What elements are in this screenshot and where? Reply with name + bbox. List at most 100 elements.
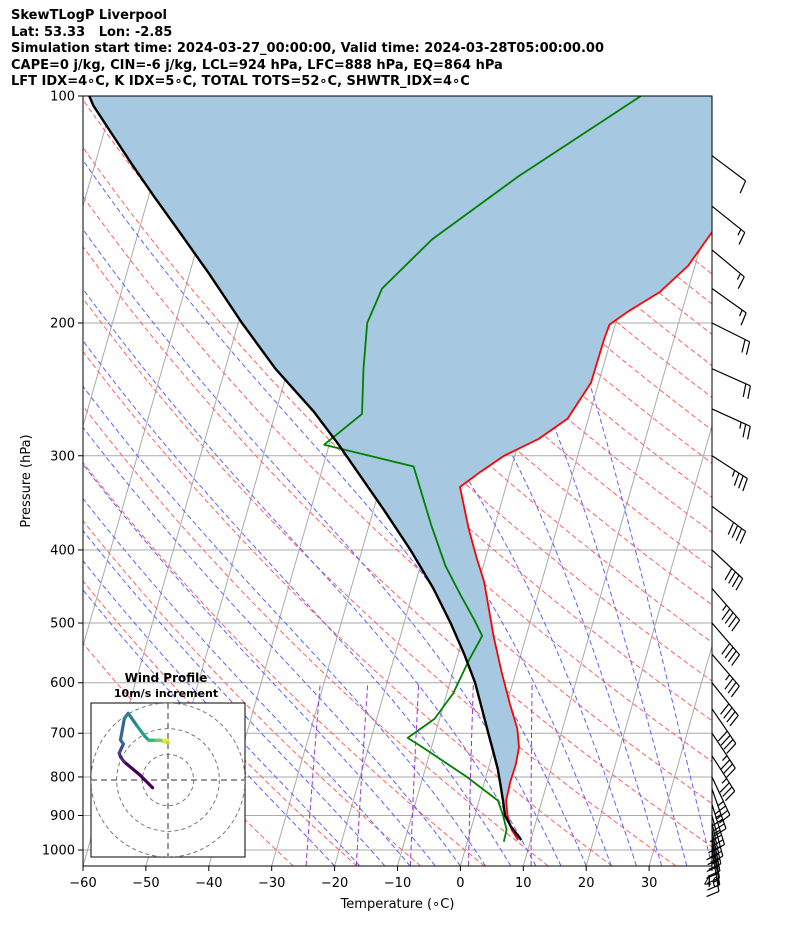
title-line-times: Simulation start time: 2024-03-27_00:00:…: [11, 41, 604, 56]
wind-barb-staff: [711, 249, 745, 278]
wind-barb-staff: [711, 815, 724, 857]
wind-barb-staff: [711, 708, 737, 744]
wind-barb-full: [718, 814, 731, 824]
wind-barb-staff: [711, 682, 739, 716]
wind-barb-full: [709, 850, 722, 859]
wind-barb: [711, 653, 740, 698]
moist-adiabat-line: [467, 96, 712, 866]
dry-adiabat-line: [83, 297, 677, 866]
moist-adiabat-line: [83, 228, 562, 866]
wind-barb-staff: [711, 322, 750, 343]
hodograph-segment: [118, 716, 126, 742]
dry-adiabat-line: [83, 146, 712, 763]
dry-adiabat-line: [83, 245, 712, 848]
y-tick-label: 400: [50, 543, 75, 558]
hodograph-segment: [122, 760, 142, 777]
wind-barb: [711, 622, 740, 666]
wind-barb-full: [708, 863, 722, 870]
wind-barb-full: [706, 853, 719, 861]
wind-barb-full: [720, 734, 731, 746]
wind-barb: [711, 249, 745, 289]
moist-adiabat-line: [83, 589, 335, 866]
y-tick-label: 300: [50, 449, 75, 464]
dry-adiabat-line: [83, 405, 549, 866]
wind-barb-staff: [711, 455, 748, 479]
wind-barb: [711, 368, 751, 400]
wind-barb-full: [711, 818, 723, 827]
hodograph-segment: [138, 773, 155, 790]
wind-barb-staff: [711, 776, 731, 816]
wind-barb-full: [735, 578, 744, 591]
wind-barb-full: [723, 707, 733, 719]
y-tick-label: 1000: [42, 844, 75, 859]
wind-barb: [711, 549, 744, 591]
wind-barb-full: [725, 767, 736, 779]
wind-barb-full: [707, 870, 721, 877]
wind-barb: [711, 588, 741, 632]
wind-barb-full: [720, 759, 731, 770]
wind-barb-full: [719, 782, 730, 793]
wind-barb-staff: [711, 732, 736, 769]
dry-adiabat-line: [210, 96, 712, 569]
title-line-location: SkewTLogP Liverpool: [11, 8, 167, 23]
y-tick-label: 100: [50, 90, 75, 105]
wind-barb: [709, 804, 726, 852]
wind-barb-full: [746, 426, 751, 440]
wind-barb-half: [736, 273, 741, 280]
mixing-ratio-line: [305, 682, 321, 866]
cape-area: [89, 96, 712, 827]
mixing-ratio-line: [468, 682, 474, 866]
dry-adiabat-line: [83, 461, 485, 866]
dewpoint-line: [323, 96, 642, 842]
wind-barb-full: [730, 685, 740, 698]
wind-barb-half: [712, 879, 720, 883]
cape-fill: [89, 96, 712, 827]
hodograph-segment: [135, 724, 147, 738]
wind-barb: [711, 205, 746, 245]
hodograph-segment: [162, 738, 169, 743]
wind-barb-full: [711, 839, 724, 847]
x-tick-label: −60: [69, 876, 96, 891]
wind-barb-half: [717, 800, 724, 806]
y-tick-label: 200: [50, 316, 75, 331]
dry-adiabat-line: [83, 520, 422, 866]
wind-barb-staff: [711, 408, 751, 427]
moist-adiabat-line: [94, 96, 612, 866]
wind-barb-full: [706, 865, 720, 873]
wind-barb-staff: [711, 788, 727, 829]
wind-barb-staff: [711, 829, 721, 872]
moist-adiabat-line: [83, 529, 386, 866]
wind-barb-full: [721, 608, 731, 621]
wind-barb-staff: [711, 549, 744, 580]
wind-barb-full: [741, 339, 746, 353]
wind-barb-half: [713, 829, 721, 835]
wind-barb-full: [724, 790, 736, 802]
wind-barb-full: [728, 571, 736, 584]
wind-barb-full: [739, 531, 747, 544]
wind-barb-staff: [711, 622, 740, 656]
wind-barb-full: [723, 739, 734, 750]
wind-barb-full: [727, 650, 737, 663]
mixing-ratio-line: [355, 682, 369, 866]
moist-adiabat-line: [83, 159, 587, 866]
wind-barb-full: [717, 730, 728, 742]
hodograph-segment: [126, 711, 139, 728]
wind-barb: [711, 732, 736, 779]
mixing-ratio-line: [530, 682, 533, 866]
wind-barb-full: [735, 528, 743, 541]
hodograph-title: Wind Profile: [125, 671, 208, 685]
wind-barb-full: [714, 805, 726, 815]
isotherm-line: [711, 864, 712, 866]
x-tick-label: −50: [132, 876, 159, 891]
title-line-indices: LFT IDX=4∘C, K IDX=5∘C, TOTAL TOTS=52∘C,…: [11, 74, 470, 89]
wind-barb-staff: [711, 205, 746, 233]
wind-barb-full: [724, 678, 734, 690]
wind-barb-staff: [711, 653, 740, 687]
wind-barb-full: [710, 855, 724, 863]
hodograph-plot: [91, 703, 245, 857]
wind-barb-full: [733, 472, 740, 486]
wind-barb: [711, 155, 747, 194]
moist-adiabat-line: [161, 96, 637, 866]
wind-barb-half: [725, 674, 731, 681]
wind-barb-half: [715, 813, 722, 819]
